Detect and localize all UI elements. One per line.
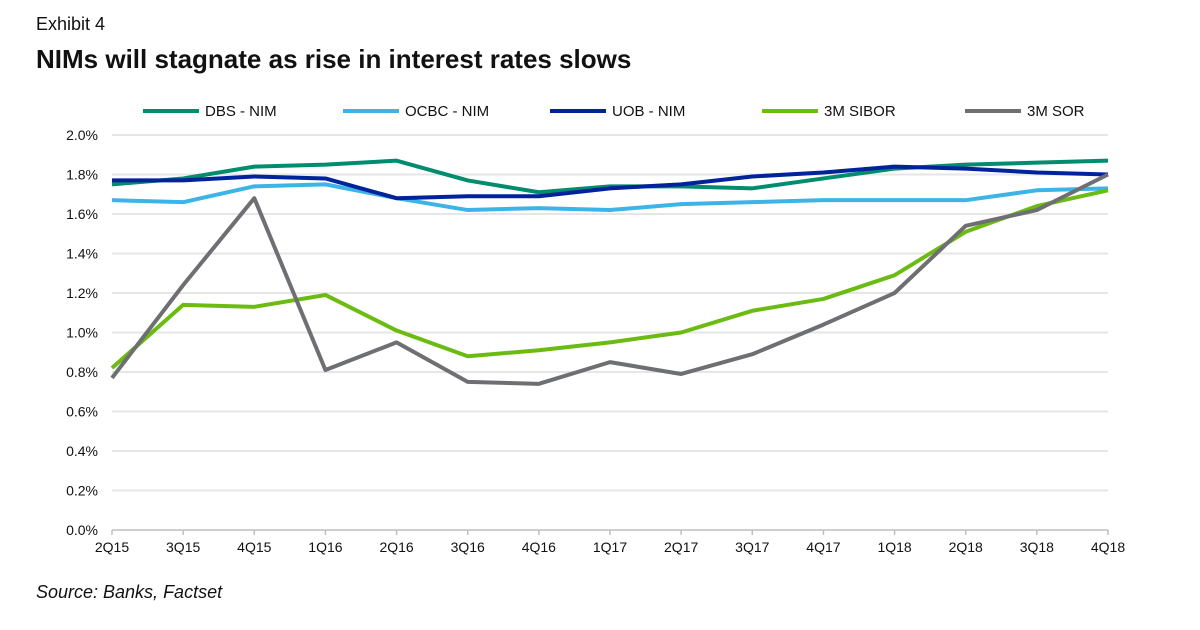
series-line-3m-sor (110, 172, 1109, 386)
x-tick-label: 3Q16 (451, 539, 485, 555)
y-tick-label: 0.0% (66, 522, 98, 538)
x-tick-label: 4Q16 (522, 539, 556, 555)
x-tick-label: 3Q17 (735, 539, 769, 555)
legend-label: DBS - NIM (205, 103, 277, 120)
x-tick-label: 1Q16 (308, 539, 342, 555)
x-tick-label: 2Q17 (664, 539, 698, 555)
x-tick-label: 3Q18 (1020, 539, 1054, 555)
y-tick-label: 1.2% (66, 285, 98, 301)
y-tick-label: 0.4% (66, 443, 98, 459)
y-tick-label: 1.6% (66, 206, 98, 222)
source-note: Source: Banks, Factset (36, 582, 223, 602)
x-tick-label: 3Q15 (166, 539, 200, 555)
x-tick-label: 1Q17 (593, 539, 627, 555)
y-tick-label: 1.0% (66, 325, 98, 341)
x-tick-label: 1Q18 (877, 539, 911, 555)
y-tick-label: 1.8% (66, 167, 98, 183)
series-line-ocbc-nim (111, 182, 1109, 213)
legend-label: 3M SOR (1027, 103, 1085, 120)
legend-label: UOB - NIM (612, 103, 685, 120)
chart-title: NIMs will stagnate as rise in interest r… (36, 44, 632, 74)
exhibit-label: Exhibit 4 (36, 14, 106, 34)
series-line-uob-nim (112, 164, 1109, 201)
x-tick-label: 2Q15 (95, 539, 129, 555)
y-tick-label: 0.8% (66, 364, 98, 380)
x-tick-label: 2Q16 (379, 539, 413, 555)
x-tick-label: 4Q15 (237, 539, 271, 555)
y-tick-label: 2.0% (66, 127, 98, 143)
x-tick-label: 2Q18 (949, 539, 983, 555)
y-tick-label: 1.4% (66, 246, 98, 262)
legend-label: 3M SIBOR (824, 103, 896, 120)
x-tick-label: 4Q17 (806, 539, 840, 555)
y-tick-label: 0.2% (66, 483, 98, 499)
y-tick-label: 0.6% (66, 404, 98, 420)
x-tick-label: 4Q18 (1091, 539, 1125, 555)
legend-label: OCBC - NIM (405, 103, 489, 120)
